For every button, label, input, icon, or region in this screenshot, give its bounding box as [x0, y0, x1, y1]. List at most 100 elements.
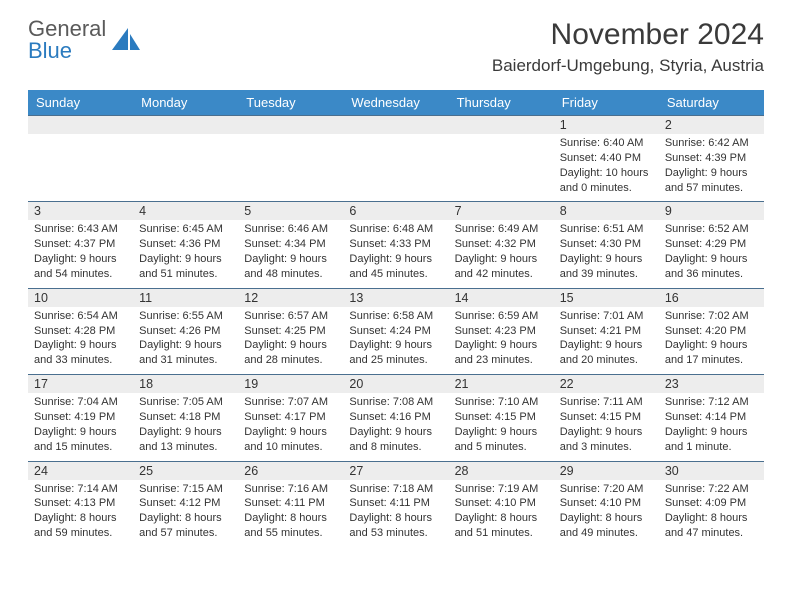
daylight-text: Daylight: 8 hours and 57 minutes.: [139, 511, 232, 541]
sunset-text: Sunset: 4:12 PM: [139, 496, 232, 511]
daylight-text: Daylight: 9 hours and 48 minutes.: [244, 252, 337, 282]
day-cell: Sunrise: 7:02 AMSunset: 4:20 PMDaylight:…: [659, 307, 764, 374]
sunrise-text: Sunrise: 7:16 AM: [244, 482, 337, 497]
day-number: [238, 115, 343, 134]
sunrise-text: Sunrise: 7:02 AM: [665, 309, 758, 324]
sunset-text: Sunset: 4:21 PM: [560, 324, 653, 339]
sunset-text: Sunset: 4:34 PM: [244, 237, 337, 252]
week-daynum-row: 17181920212223: [28, 374, 764, 393]
sunset-text: Sunset: 4:15 PM: [455, 410, 548, 425]
calendar-body: 12 Sunrise: 6:40 AMSunset: 4:40 PMDaylig…: [28, 115, 764, 547]
day-cell: Sunrise: 6:57 AMSunset: 4:25 PMDaylight:…: [238, 307, 343, 374]
sunrise-text: Sunrise: 7:07 AM: [244, 395, 337, 410]
sunset-text: Sunset: 4:15 PM: [560, 410, 653, 425]
day-number: 25: [133, 461, 238, 480]
sunrise-text: Sunrise: 6:54 AM: [34, 309, 127, 324]
daylight-text: Daylight: 8 hours and 55 minutes.: [244, 511, 337, 541]
calendar-table: SundayMondayTuesdayWednesdayThursdayFrid…: [28, 90, 764, 547]
day-number: 15: [554, 288, 659, 307]
day-info: Sunrise: 6:52 AMSunset: 4:29 PMDaylight:…: [659, 220, 764, 287]
sunrise-text: Sunrise: 6:43 AM: [34, 222, 127, 237]
sunset-text: Sunset: 4:37 PM: [34, 237, 127, 252]
day-info: [28, 134, 133, 201]
daynum-cell: [449, 115, 554, 134]
daynum-cell: 16: [659, 288, 764, 307]
day-cell: [238, 134, 343, 201]
daynum-cell: 9: [659, 201, 764, 220]
day-info: Sunrise: 7:04 AMSunset: 4:19 PMDaylight:…: [28, 393, 133, 460]
day-cell: Sunrise: 7:11 AMSunset: 4:15 PMDaylight:…: [554, 393, 659, 460]
sunrise-text: Sunrise: 6:48 AM: [349, 222, 442, 237]
week-info-row: Sunrise: 6:40 AMSunset: 4:40 PMDaylight:…: [28, 134, 764, 201]
sunset-text: Sunset: 4:10 PM: [455, 496, 548, 511]
sunset-text: Sunset: 4:11 PM: [244, 496, 337, 511]
day-info: Sunrise: 7:20 AMSunset: 4:10 PMDaylight:…: [554, 480, 659, 547]
day-number: 28: [449, 461, 554, 480]
daynum-cell: 29: [554, 461, 659, 480]
daynum-cell: 11: [133, 288, 238, 307]
day-cell: Sunrise: 7:14 AMSunset: 4:13 PMDaylight:…: [28, 480, 133, 547]
day-header: Thursday: [449, 90, 554, 115]
daylight-text: Daylight: 9 hours and 13 minutes.: [139, 425, 232, 455]
calendar-thead: SundayMondayTuesdayWednesdayThursdayFrid…: [28, 90, 764, 115]
sunset-text: Sunset: 4:20 PM: [665, 324, 758, 339]
day-number: 21: [449, 374, 554, 393]
day-header: Friday: [554, 90, 659, 115]
sunset-text: Sunset: 4:36 PM: [139, 237, 232, 252]
daylight-text: Daylight: 8 hours and 53 minutes.: [349, 511, 442, 541]
day-cell: Sunrise: 6:49 AMSunset: 4:32 PMDaylight:…: [449, 220, 554, 287]
daynum-cell: 3: [28, 201, 133, 220]
day-number: 29: [554, 461, 659, 480]
day-header: Wednesday: [343, 90, 448, 115]
sunrise-text: Sunrise: 7:22 AM: [665, 482, 758, 497]
sunrise-text: Sunrise: 7:10 AM: [455, 395, 548, 410]
sunset-text: Sunset: 4:09 PM: [665, 496, 758, 511]
day-info: Sunrise: 7:01 AMSunset: 4:21 PMDaylight:…: [554, 307, 659, 374]
logo-text-2: Blue: [28, 40, 106, 62]
day-info: Sunrise: 7:05 AMSunset: 4:18 PMDaylight:…: [133, 393, 238, 460]
day-info: Sunrise: 7:16 AMSunset: 4:11 PMDaylight:…: [238, 480, 343, 547]
daynum-cell: [343, 115, 448, 134]
location: Baierdorf-Umgebung, Styria, Austria: [492, 56, 764, 76]
day-cell: [133, 134, 238, 201]
daylight-text: Daylight: 9 hours and 15 minutes.: [34, 425, 127, 455]
day-number: 11: [133, 288, 238, 307]
sunrise-text: Sunrise: 6:46 AM: [244, 222, 337, 237]
day-cell: Sunrise: 7:07 AMSunset: 4:17 PMDaylight:…: [238, 393, 343, 460]
daynum-cell: 24: [28, 461, 133, 480]
daynum-cell: 14: [449, 288, 554, 307]
sunrise-text: Sunrise: 7:11 AM: [560, 395, 653, 410]
sunrise-text: Sunrise: 6:57 AM: [244, 309, 337, 324]
day-number: 13: [343, 288, 448, 307]
day-cell: [449, 134, 554, 201]
day-cell: Sunrise: 6:43 AMSunset: 4:37 PMDaylight:…: [28, 220, 133, 287]
daylight-text: Daylight: 9 hours and 36 minutes.: [665, 252, 758, 282]
day-info: Sunrise: 6:49 AMSunset: 4:32 PMDaylight:…: [449, 220, 554, 287]
day-info: Sunrise: 7:10 AMSunset: 4:15 PMDaylight:…: [449, 393, 554, 460]
daynum-cell: [28, 115, 133, 134]
day-info: Sunrise: 6:55 AMSunset: 4:26 PMDaylight:…: [133, 307, 238, 374]
sunset-text: Sunset: 4:30 PM: [560, 237, 653, 252]
day-info: Sunrise: 6:51 AMSunset: 4:30 PMDaylight:…: [554, 220, 659, 287]
day-number: 14: [449, 288, 554, 307]
day-number: 3: [28, 201, 133, 220]
day-header: Sunday: [28, 90, 133, 115]
daynum-cell: 1: [554, 115, 659, 134]
daynum-cell: 4: [133, 201, 238, 220]
sunrise-text: Sunrise: 7:12 AM: [665, 395, 758, 410]
sunrise-text: Sunrise: 7:01 AM: [560, 309, 653, 324]
day-cell: Sunrise: 7:10 AMSunset: 4:15 PMDaylight:…: [449, 393, 554, 460]
day-info: Sunrise: 7:08 AMSunset: 4:16 PMDaylight:…: [343, 393, 448, 460]
sunset-text: Sunset: 4:32 PM: [455, 237, 548, 252]
day-number: 23: [659, 374, 764, 393]
day-info: Sunrise: 6:42 AMSunset: 4:39 PMDaylight:…: [659, 134, 764, 201]
day-info: [133, 134, 238, 201]
day-cell: Sunrise: 6:42 AMSunset: 4:39 PMDaylight:…: [659, 134, 764, 201]
day-number: 17: [28, 374, 133, 393]
daynum-cell: 19: [238, 374, 343, 393]
sunrise-text: Sunrise: 6:59 AM: [455, 309, 548, 324]
day-cell: Sunrise: 7:16 AMSunset: 4:11 PMDaylight:…: [238, 480, 343, 547]
daynum-cell: 25: [133, 461, 238, 480]
day-number: 20: [343, 374, 448, 393]
day-number: 18: [133, 374, 238, 393]
